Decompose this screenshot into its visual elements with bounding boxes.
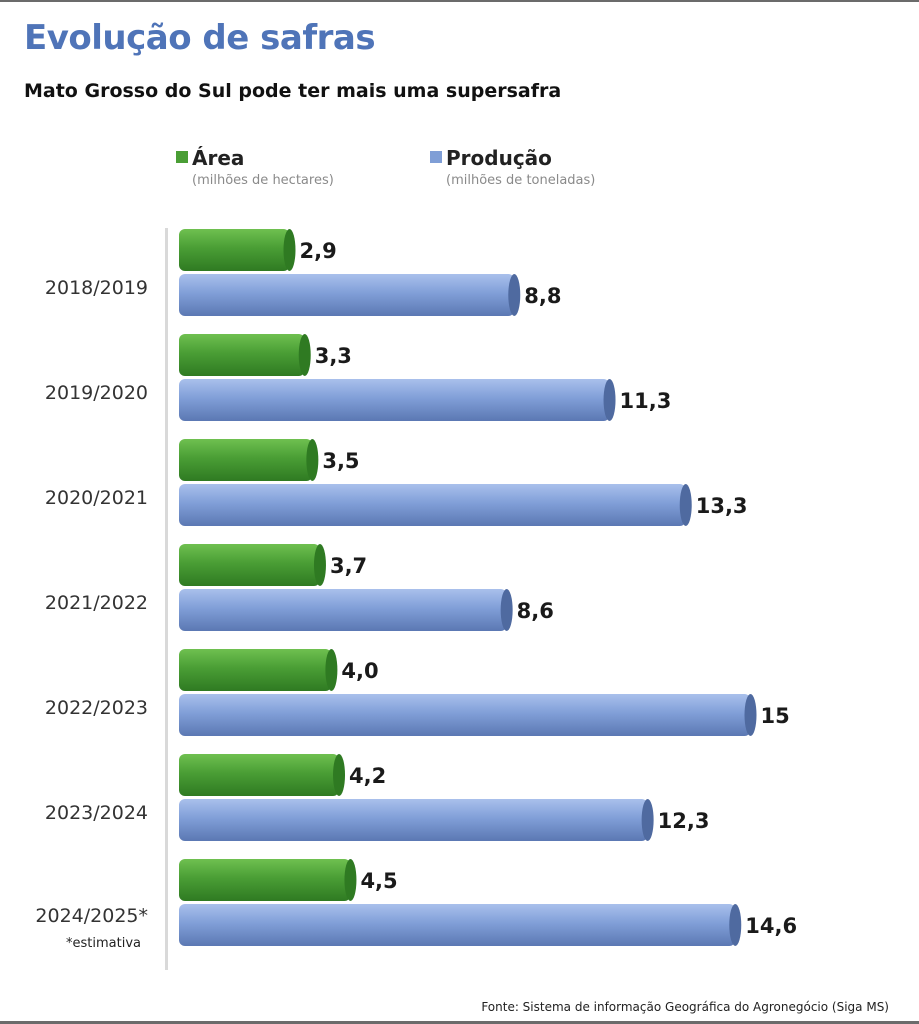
- value-label-area: 3,3: [315, 344, 352, 368]
- value-label-area: 2,9: [299, 239, 336, 263]
- bottom-rule: [0, 1021, 919, 1024]
- bar-cap-area: [283, 229, 296, 271]
- value-label-area: 3,5: [322, 449, 359, 473]
- category-label: 2022/2023: [44, 697, 148, 719]
- bar-area: [179, 334, 305, 376]
- bar-cap-area: [344, 859, 357, 901]
- legend-swatch-area: [176, 151, 188, 163]
- bar-cap-production: [508, 274, 521, 316]
- chart-title: Evolução de safras: [24, 18, 376, 58]
- bar-cap-area: [313, 544, 326, 586]
- source-note: Fonte: Sistema de informação Geográfica …: [481, 1000, 889, 1014]
- bar-cap-production: [603, 379, 616, 421]
- value-label-area: 4,0: [341, 659, 378, 683]
- category-label: 2019/2020: [44, 382, 148, 404]
- legend-unit-production: (milhões de toneladas): [446, 173, 596, 188]
- bar-production: [179, 694, 751, 736]
- bar-cap-area: [333, 754, 346, 796]
- value-label-production: 12,3: [658, 809, 710, 833]
- category-label: 2021/2022: [44, 592, 148, 614]
- value-label-area: 4,5: [360, 869, 397, 893]
- bar-area: [179, 439, 313, 481]
- value-label-production: 11,3: [620, 389, 672, 413]
- bar-production: [179, 589, 507, 631]
- value-label-production: 14,6: [745, 914, 797, 938]
- legend-swatch-production: [430, 151, 442, 163]
- bar-production: [179, 379, 610, 421]
- legend-label-production: Produção: [446, 146, 552, 170]
- bar-area: [179, 859, 351, 901]
- bar-production: [179, 799, 648, 841]
- bar-cap-production: [729, 904, 742, 946]
- category-label: 2023/2024: [44, 802, 148, 824]
- bar-production: [179, 484, 686, 526]
- bar-area: [179, 544, 320, 586]
- category-label: 2018/2019: [44, 277, 148, 299]
- value-label-area: 4,2: [349, 764, 386, 788]
- bar-production: [179, 274, 515, 316]
- bar-cap-production: [744, 694, 757, 736]
- bar-production: [179, 904, 736, 946]
- bar-cap-production: [641, 799, 654, 841]
- bar-cap-area: [298, 334, 311, 376]
- bar-cap-area: [325, 649, 338, 691]
- legend-label-area: Área: [192, 146, 245, 170]
- chart-subtitle: Mato Grosso do Sul pode ter mais uma sup…: [24, 80, 562, 102]
- value-label-area: 3,7: [330, 554, 367, 578]
- footnote: *estimativa: [66, 936, 141, 951]
- bar-area: [179, 754, 340, 796]
- value-label-production: 15: [761, 704, 790, 728]
- bar-cap-production: [500, 589, 513, 631]
- bar-cap-production: [679, 484, 692, 526]
- bar-area: [179, 229, 290, 271]
- legend-unit-area: (milhões de hectares): [192, 173, 334, 188]
- top-rule: [0, 0, 919, 2]
- category-label: 2020/2021: [44, 487, 148, 509]
- bar-cap-area: [306, 439, 319, 481]
- category-axis-line: [165, 228, 168, 970]
- category-label: 2024/2025*: [35, 905, 148, 927]
- bar-area: [179, 649, 332, 691]
- value-label-production: 13,3: [696, 494, 748, 518]
- value-label-production: 8,6: [517, 599, 554, 623]
- value-label-production: 8,8: [524, 284, 561, 308]
